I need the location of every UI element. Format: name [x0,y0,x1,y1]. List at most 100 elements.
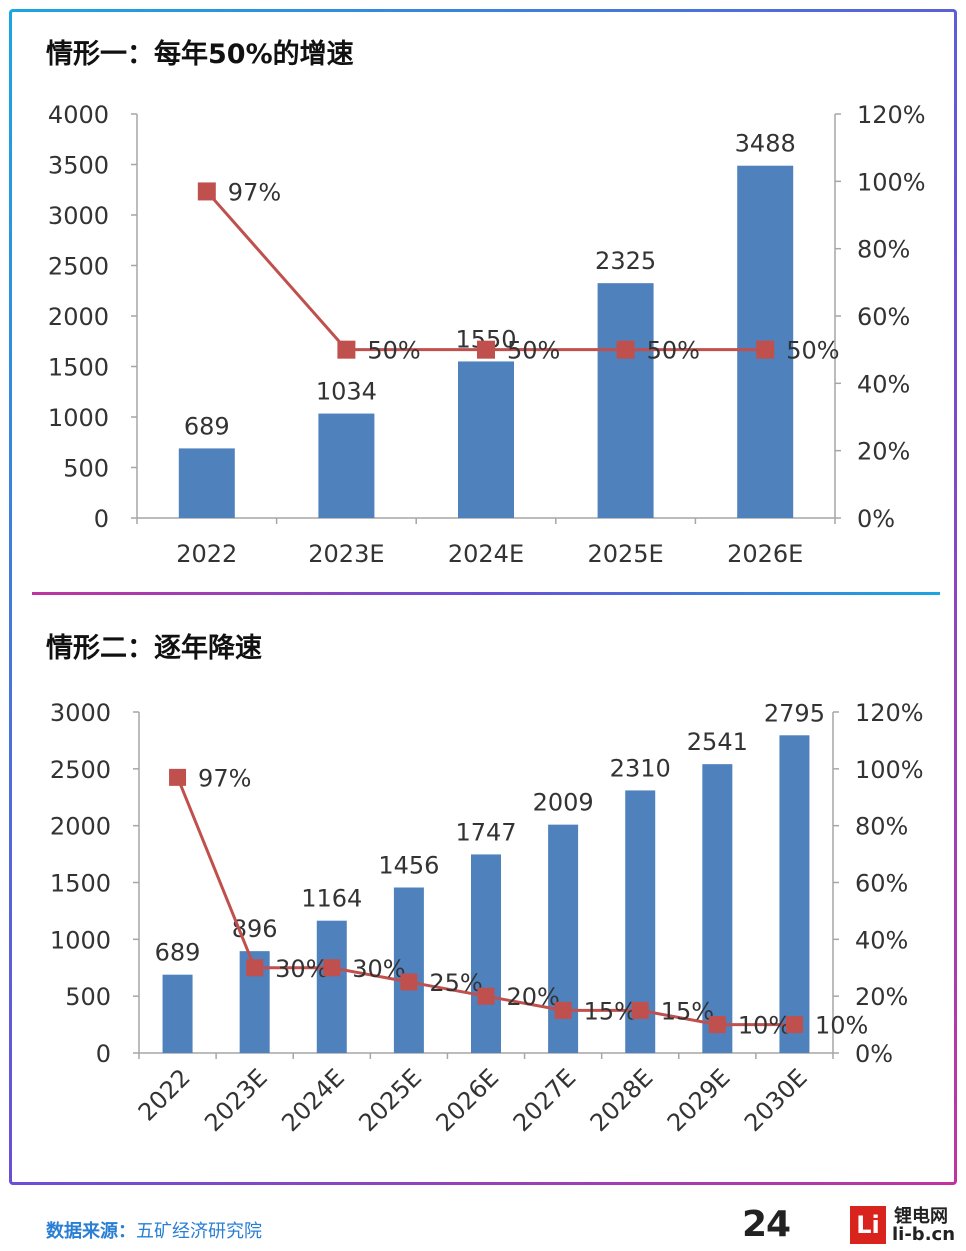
section-divider [32,592,940,595]
logo-url: li-b.cn [892,1224,956,1245]
chart1-y-tick-label: 1000 [48,404,109,432]
chart1-x-tick-label: 2023E [308,540,384,568]
source-label: 数据来源： [46,1221,136,1242]
chart2-bar [702,764,733,1053]
chart1-growth-label: 50% [786,337,839,365]
chart2: 0 500 1000 1500 2000 2500 3000 0% 20% 40% 60% 80% 10… [50,699,924,1137]
chart2-growth-label: 25% [429,969,482,997]
chart2-x-tick-label: 2029E [662,1063,736,1137]
chart1-y-tick-label: 3500 [48,152,109,180]
chart2-y-tick-label: 1500 [50,870,111,898]
chart2-growth-marker [708,1016,726,1034]
chart1-growth-marker [756,340,775,359]
chart1-bar [318,413,375,518]
chart1-y-tick-label: 500 [63,455,109,483]
chart2-growth-marker [400,973,418,991]
chart1-bar [458,361,514,518]
chart2-y2-tick-label: 20% [855,983,908,1011]
chart2-x-tick-label: 2030E [739,1063,813,1137]
chart1-growth-marker [616,340,635,359]
chart1: 0 500 1000 1500 2000 2500 3000 3500 4000 0% 20% 40%… [48,101,926,568]
chart2-growth-marker [631,1001,649,1019]
chart1-x-tick-label: 2026E [727,540,803,568]
site-logo: 24 Li 锂电网 li-b.cn [742,1200,964,1250]
chart2-growth-label: 10% [738,1012,791,1040]
chart1-bar-value-label: 1034 [316,378,377,406]
chart2-y-tick-label: 2500 [50,756,111,784]
chart2-growth-label: 97% [198,764,251,792]
chart1-x-tick-label: 2025E [587,540,663,568]
chart1-y2-tick-label: 80% [857,236,910,264]
chart2-y2-tick-label: 100% [855,756,924,784]
chart1-growth-label: 50% [507,337,560,365]
chart2-y2-tick-label: 120% [855,699,924,727]
chart2-y-tick-label: 0 [96,1040,111,1068]
chart1-y2-tick-label: 60% [857,303,910,331]
chart2-growth-label: 15% [661,997,714,1025]
logo-cn: 锂电网 [894,1206,948,1227]
chart1-y-tick-label: 0 [94,505,109,533]
chart1-growth-marker [197,182,216,201]
chart2-growth-marker [323,959,341,977]
chart2-x-tick-label: 2027E [508,1063,582,1137]
logo-mark: Li [850,1206,886,1244]
source-value: 五矿经济研究院 [136,1221,262,1242]
chart1-x-tick-label: 2024E [448,540,524,568]
chart2-growth-marker [477,987,495,1005]
chart2-y2-tick-label: 0% [855,1040,893,1068]
chart2-y-tick-label: 2000 [50,813,111,841]
chart1-y2-tick-label: 20% [857,438,910,466]
chart2-bar-value-label: 1456 [378,852,439,880]
chart2-bar [316,920,347,1053]
chart2-x-tick-label: 2023E [199,1063,273,1137]
chart2-bar-value-label: 1164 [301,885,362,913]
chart2-x-tick-label: 2024E [276,1063,350,1137]
chart2-bar-value-label: 2009 [533,789,594,817]
chart2-growth-label: 30% [275,955,328,983]
chart1-y-tick-label: 2000 [48,303,109,331]
chart2-bar-value-label: 689 [155,939,201,967]
chart1-bar-value-label: 689 [184,412,230,440]
chart1-bar [597,283,654,518]
chart1-y-tick-label: 4000 [48,101,109,129]
chart2-growth-label: 10% [815,1012,868,1040]
chart2-growth-label: 15% [584,997,637,1025]
chart2-growth-label: 30% [352,955,405,983]
chart2-x-tick-label: 2022 [133,1063,196,1126]
chart1-y-tick-label: 2500 [48,253,109,281]
chart1-growth-label: 50% [647,337,700,365]
chart1-y2-tick-label: 120% [857,101,926,129]
chart2-y-tick-label: 3000 [50,699,111,727]
logo-number: 24 [742,1204,791,1245]
chart2-title: 情形二：逐年降速 [46,633,262,664]
chart2-growth-marker [554,1001,572,1019]
chart2-y2-tick-label: 60% [855,870,908,898]
chart2-x-tick-label: 2026E [431,1063,505,1137]
chart2-x-tick-label: 2025E [353,1063,427,1137]
chart2-bar [162,974,193,1053]
chart1-title: 情形一：每年50%的增速 [46,39,354,70]
chart2-y-tick-label: 1000 [50,926,111,954]
chart2-bar-value-label: 2795 [764,699,825,727]
chart1-y2-tick-label: 0% [857,505,895,533]
chart2-bar [471,854,501,1053]
chart2-bar [779,735,810,1053]
chart2-x-tick-label: 2028E [585,1063,659,1137]
chart2-y2-tick-label: 40% [855,926,908,954]
chart1-y2-tick-label: 100% [857,168,926,196]
chart1-bar [178,448,235,518]
chart1-bar-value-label: 2325 [595,247,656,275]
chart2-y2-tick-label: 80% [855,813,908,841]
chart1-y2-tick-label: 40% [857,370,910,398]
chart2-bar [393,887,424,1053]
chart2-growth-label: 20% [507,983,560,1011]
chart1-x-tick-label: 2022 [176,540,237,568]
chart1-growth-label: 50% [367,337,420,365]
chart1-y-tick-label: 1500 [48,354,109,382]
chart1-growth-marker [477,340,495,359]
chart1-y-tick-label: 3000 [48,202,109,230]
source-note: 数据来源：五矿经济研究院 [46,1217,262,1243]
chart1-growth-label: 97% [228,178,281,206]
chart2-growth-marker [246,959,264,977]
chart2-bar-value-label: 2310 [610,754,671,782]
